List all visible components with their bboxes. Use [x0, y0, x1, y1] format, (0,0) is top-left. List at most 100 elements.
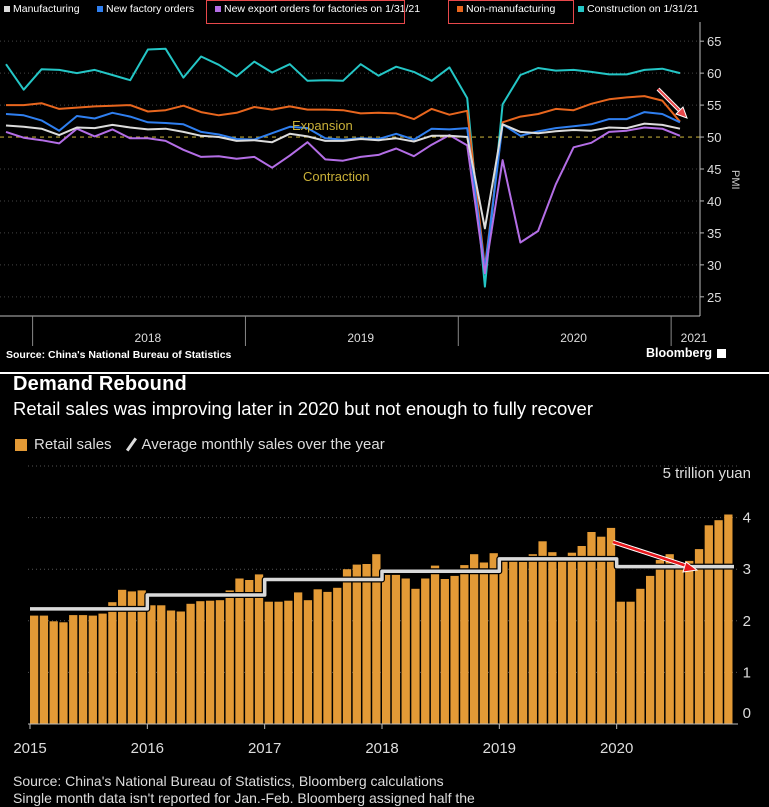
legend-swatch	[578, 6, 584, 12]
pmi-y-axis-label: PMI	[729, 170, 741, 190]
legend-label-retail: Retail sales	[34, 436, 112, 453]
legend-construction: Construction on 1/31/21	[578, 3, 699, 15]
retail-y-axis: 0 1 2 3 4	[743, 510, 751, 722]
retail-bar	[127, 591, 137, 724]
retail-bar	[30, 615, 39, 724]
retail-average-line-path	[30, 557, 734, 611]
retail-source-line-2: Single month data isn't reported for Jan…	[13, 790, 475, 806]
pmi-x-axis: 2018 2019 2020 2021	[0, 315, 708, 346]
retail-bar	[489, 553, 498, 724]
retail-bar	[411, 588, 420, 724]
bloomberg-logo: Bloomberg	[646, 346, 727, 360]
legend-label: New factory orders	[106, 3, 195, 15]
retail-bar	[509, 556, 518, 724]
retail-bar	[98, 613, 107, 724]
legend-non-manufacturing: Non-manufacturing	[457, 3, 555, 15]
retail-bar	[323, 591, 332, 724]
retail-x-tick-label: 2018	[365, 740, 398, 757]
retail-bar	[646, 575, 655, 724]
legend-swatch-retail	[15, 438, 27, 451]
retail-bar	[49, 621, 58, 724]
retail-bar	[685, 560, 694, 724]
expansion-label: Expansion	[292, 118, 353, 133]
highlight-box-non-manufacturing	[448, 0, 574, 24]
pmi-y-tick-label: 45	[707, 162, 721, 177]
pmi-y-tick-label: 55	[707, 98, 721, 113]
retail-bar	[704, 525, 713, 724]
retail-bar	[166, 610, 176, 724]
retail-bar	[606, 527, 616, 724]
pmi-y-tick-label: 25	[707, 290, 721, 305]
pmi-series	[5, 47, 681, 288]
retail-bar	[235, 578, 244, 724]
retail-bar	[675, 563, 684, 724]
red-arrow-annotation-retail	[612, 539, 699, 573]
legend-new-factory-orders: New factory orders	[97, 3, 194, 15]
retail-y-tick-label: 1	[743, 664, 751, 681]
legend-swatch	[97, 6, 103, 12]
brand-text: Bloomberg	[646, 346, 712, 360]
retail-bar	[587, 532, 596, 724]
retail-x-axis: 2015 2016 2017 2018 2019 2020	[13, 723, 738, 757]
legend-label: Non-manufacturing	[466, 3, 556, 15]
pmi-series-line-new	[5, 111, 681, 271]
retail-bar	[577, 546, 586, 724]
retail-bar	[440, 579, 449, 724]
retail-y-tick-label: 0	[743, 705, 751, 722]
retail-average-line	[30, 555, 734, 612]
pmi-x-tick-label: 2019	[347, 331, 374, 345]
retail-bar	[118, 589, 127, 724]
retail-unit-label: 5 trillion yuan	[663, 465, 751, 482]
retail-bar	[342, 569, 352, 724]
retail-bar	[39, 615, 49, 724]
retail-y-tick-label: 3	[743, 561, 751, 578]
retail-bar	[284, 600, 293, 724]
retail-bar	[518, 562, 528, 724]
retail-source: Source: China's National Bureau of Stati…	[13, 773, 475, 807]
pmi-y-axis: 25 30 35 40 45 50 55 60 65	[699, 22, 721, 316]
retail-bar	[245, 580, 254, 724]
retail-bar	[225, 590, 234, 724]
retail-bar	[294, 592, 303, 724]
retail-bar	[69, 615, 78, 724]
retail-bar	[460, 565, 469, 724]
bloomberg-mark-icon	[717, 349, 727, 359]
retail-y-tick-label: 4	[743, 510, 751, 527]
pmi-y-tick-label: 40	[707, 194, 721, 209]
retail-title: Demand Rebound	[13, 373, 187, 395]
retail-bar	[78, 615, 88, 724]
contraction-label: Contraction	[303, 169, 369, 184]
legend-swatch	[215, 6, 221, 12]
retail-bar	[333, 587, 342, 724]
retail-x-tick-label: 2015	[13, 740, 46, 757]
pmi-x-tick-label: 2020	[560, 331, 587, 345]
retail-bar	[176, 611, 185, 724]
legend-label: Manufacturing	[13, 3, 80, 15]
retail-bar	[724, 514, 733, 724]
retail-bar	[59, 622, 68, 724]
retail-bar	[538, 541, 547, 724]
retail-bar	[694, 549, 704, 724]
pmi-series-line-construction	[5, 47, 681, 288]
retail-bar	[479, 562, 489, 724]
legend-label-average: Average monthly sales over the year	[141, 436, 385, 453]
legend-swatch	[457, 6, 463, 12]
legend-swatch	[4, 6, 10, 12]
retail-bar	[108, 602, 117, 724]
retail-bar	[421, 578, 430, 724]
retail-bar	[499, 556, 508, 724]
retail-bar	[264, 601, 273, 724]
retail-x-tick-label: 2020	[600, 740, 633, 757]
retail-bar	[147, 605, 156, 724]
retail-bar	[303, 600, 313, 724]
pmi-y-tick-label: 50	[707, 130, 721, 145]
retail-bar	[88, 615, 97, 724]
pmi-y-tick-label: 60	[707, 66, 721, 81]
pmi-series-line-non-manufacturing	[6, 95, 681, 269]
retail-bar	[655, 559, 665, 724]
pmi-y-tick-label: 35	[707, 226, 721, 241]
retail-bars	[30, 514, 733, 724]
legend-label: New export orders for factories on 1/31/…	[224, 3, 421, 15]
retail-bar	[215, 600, 225, 724]
